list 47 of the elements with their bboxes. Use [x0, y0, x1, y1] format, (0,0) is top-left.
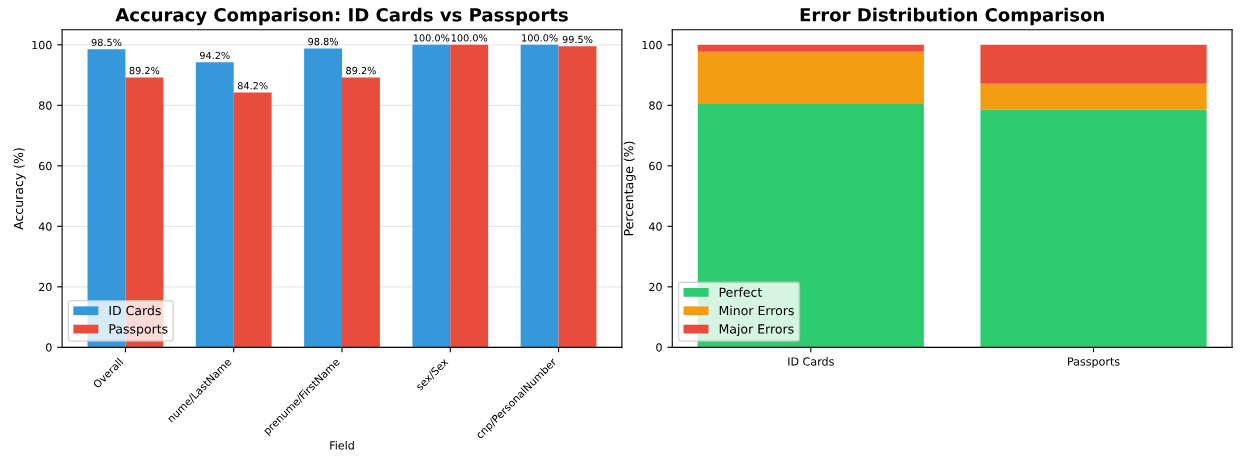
- bar: [520, 44, 559, 348]
- x-tick-label: Passports: [1068, 357, 1120, 368]
- y-tick-label: 80: [38, 101, 52, 110]
- bar: [558, 46, 597, 348]
- bar: [195, 62, 234, 348]
- y-tick-label: 60: [649, 161, 662, 171]
- data-label: 100.0%: [451, 34, 488, 42]
- y-tick-label: 20: [649, 282, 662, 292]
- bar: [980, 83, 1207, 110]
- y-tick-label: 80: [649, 101, 662, 110]
- y-tick-label: 20: [39, 282, 52, 292]
- bar: [450, 44, 489, 348]
- legend-label: ID Cards: [109, 305, 161, 316]
- bar: [233, 92, 272, 348]
- chart-title: Accuracy Comparison: ID Cards vs Passports: [115, 7, 568, 26]
- bar: [980, 109, 1207, 348]
- y-tick-label: 100: [642, 40, 662, 50]
- y-axis-title: Percentage (%): [623, 141, 636, 236]
- data-label: 89.2%: [129, 66, 160, 75]
- y-axis-title: Accuracy (%): [13, 148, 26, 230]
- bar: [304, 48, 342, 348]
- bar: [342, 77, 380, 348]
- y-tick-label: 100: [32, 40, 52, 50]
- x-axis-title: Field: [330, 440, 354, 450]
- legend-label: Perfect: [719, 287, 762, 297]
- y-tick-label: 60: [39, 161, 52, 171]
- data-label: 84.2%: [237, 82, 268, 90]
- data-label: 100.0%: [413, 34, 450, 42]
- y-tick-label: 0: [46, 343, 52, 352]
- data-label: 98.5%: [91, 38, 122, 47]
- data-label: 94.2%: [199, 51, 230, 60]
- y-tick-label: 40: [648, 222, 662, 231]
- data-label: 98.8%: [308, 37, 338, 46]
- bar: [697, 44, 924, 52]
- chart-title: Error Distribution Comparison: [800, 7, 1104, 26]
- data-label: 89.2%: [346, 66, 376, 75]
- data-label: 99.5%: [562, 35, 593, 44]
- legend-label: Minor Errors: [719, 305, 794, 316]
- bar: [412, 44, 451, 348]
- data-label: 100.0%: [522, 34, 558, 42]
- bar: [697, 51, 924, 105]
- legend-label: Major Errors: [719, 323, 794, 337]
- legend-label: Passports: [109, 324, 168, 337]
- y-tick-label: 0: [656, 343, 662, 352]
- bar: [980, 44, 1207, 84]
- y-tick-label: 40: [38, 222, 52, 231]
- x-tick-label: ID Cards: [788, 357, 834, 366]
